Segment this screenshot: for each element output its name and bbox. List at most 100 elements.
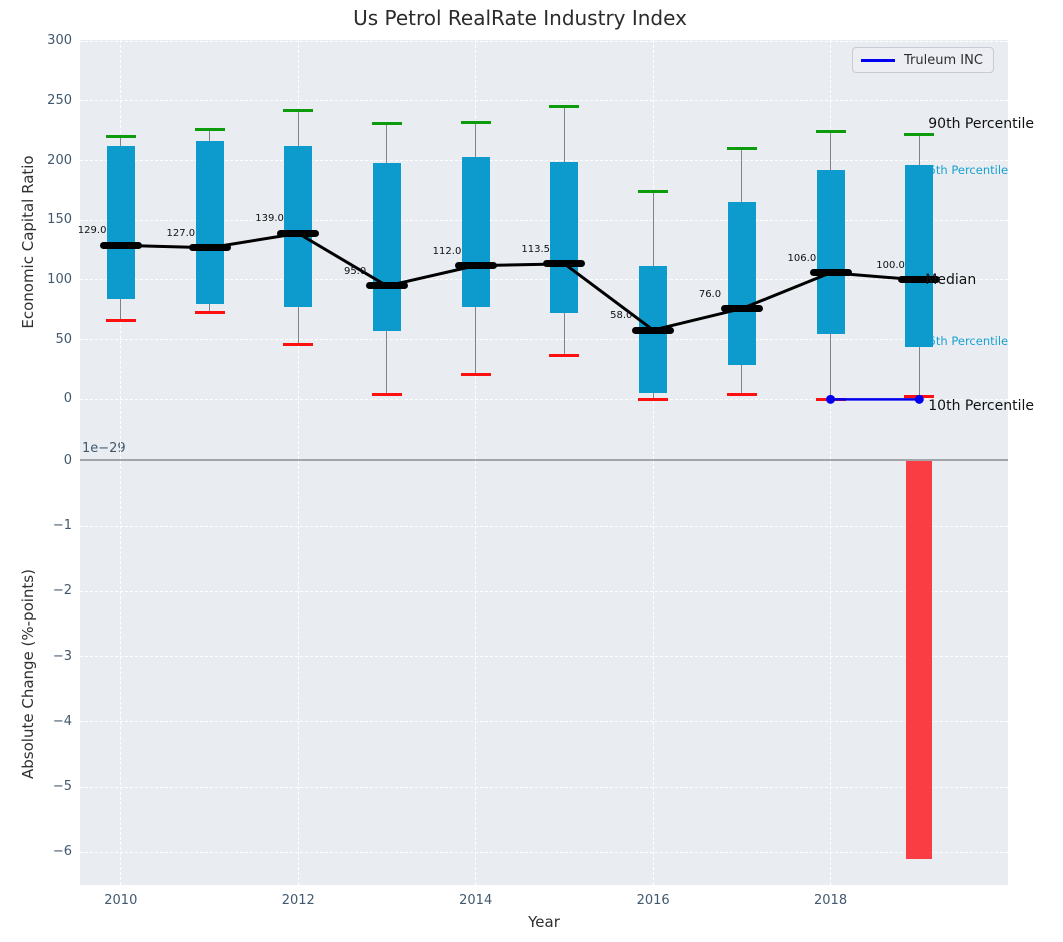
x-tick-label: 2010: [104, 893, 138, 908]
top-gridline-horizontal: [80, 398, 1008, 400]
x-tick-label: 2016: [636, 893, 670, 908]
p10-cap: [638, 397, 669, 401]
iqr-box: [905, 165, 934, 347]
p90-cap: [549, 105, 580, 109]
top-y-tick-label: 200: [47, 152, 72, 168]
bottom-y-tick-label: −4: [52, 713, 72, 729]
top-gridline-horizontal: [80, 339, 1008, 341]
top-y-tick-label: 300: [47, 33, 72, 49]
legend-line-sample: [861, 58, 895, 62]
iqr-box: [461, 156, 490, 308]
median-value-label: 100.0: [876, 259, 905, 271]
x-axis-label: Year: [528, 913, 560, 931]
bottom-y-tick-label: −6: [52, 844, 72, 860]
median-value-label: 112.0: [432, 245, 462, 257]
median-value-label: 58.0: [610, 310, 633, 322]
median-marker: [720, 305, 763, 313]
p10-cap: [815, 397, 846, 401]
bottom-gridline-horizontal: [80, 721, 1008, 723]
percentile-annotation-10th: 10th Percentile: [928, 398, 1034, 415]
top-y-tick-label: 50: [55, 331, 72, 347]
percentile-annotation-25th: 25th Percentile: [921, 333, 1009, 348]
bottom-axes-area: [80, 460, 1008, 885]
p10-cap: [194, 310, 225, 314]
percentile-annotation-75th: 75th Percentile: [921, 163, 1009, 178]
iqr-box: [816, 170, 845, 334]
p90-cap: [638, 190, 669, 194]
x-tick-label: 2012: [281, 893, 315, 908]
x-tick-label: 2014: [459, 893, 493, 908]
bottom-y-tick-label: −2: [52, 583, 72, 599]
bottom-gridline-vertical: [830, 461, 832, 885]
top-y-tick-label: 250: [47, 92, 72, 108]
median-marker: [632, 326, 675, 334]
top-y-tick-label: 0: [63, 391, 72, 407]
p90-cap: [371, 122, 402, 126]
median-value-label: 127.0: [166, 227, 196, 239]
p90-cap: [904, 132, 935, 136]
iqr-box: [195, 141, 224, 304]
top-gridline-horizontal: [80, 100, 1008, 102]
top-gridline-horizontal: [80, 160, 1008, 162]
median-marker: [188, 244, 231, 252]
bottom-gridline-vertical: [297, 461, 299, 885]
p10-cap: [371, 393, 402, 397]
median-marker: [543, 260, 586, 268]
iqr-box: [284, 146, 313, 308]
bottom-gridline-horizontal: [80, 590, 1008, 592]
p10-cap: [549, 353, 580, 357]
bottom-gridline-horizontal: [80, 851, 1008, 853]
median-marker: [365, 282, 408, 290]
p90-cap: [726, 147, 757, 151]
p90-cap: [460, 120, 491, 124]
bottom-y-axis-label: Absolute Change (%-points): [19, 569, 37, 779]
median-marker: [454, 262, 497, 270]
axis-scale-offset-text: 1e−29: [82, 441, 126, 456]
iqr-box: [727, 202, 756, 365]
bottom-y-tick-label: −3: [52, 648, 72, 664]
bottom-gridline-horizontal: [80, 786, 1008, 788]
p10-cap: [283, 342, 314, 346]
iqr-box: [550, 161, 579, 314]
median-marker: [277, 229, 320, 237]
top-y-axis-label: Economic Capital Ratio: [19, 155, 37, 329]
bottom-gridline-horizontal: [80, 656, 1008, 658]
top-y-tick-label: 100: [47, 271, 72, 287]
x-tick-label: 2018: [814, 893, 848, 908]
bottom-y-tick-label: −1: [52, 518, 72, 534]
p90-cap: [815, 130, 846, 134]
percentile-annotation-median: Median: [925, 271, 977, 288]
median-value-label: 129.0: [77, 225, 107, 237]
median-value-label: 76.0: [698, 288, 722, 300]
change-bar: [906, 461, 933, 859]
median-value-label: 139.0: [255, 213, 284, 225]
p10-cap: [105, 319, 136, 323]
median-value-label: 95.0: [343, 265, 367, 277]
top-y-tick-label: 150: [47, 212, 72, 228]
bottom-y-tick-label: 0: [63, 453, 72, 468]
bottom-y-tick-label: −5: [52, 779, 72, 795]
p90-cap: [194, 128, 225, 132]
p90-cap: [105, 135, 136, 139]
median-value-label: 106.0: [787, 252, 817, 264]
legend: Truleum INC: [852, 47, 994, 73]
median-marker: [898, 276, 941, 284]
zero-baseline: [80, 459, 1008, 461]
median-marker: [99, 241, 142, 249]
bottom-gridline-vertical: [475, 461, 477, 885]
top-gridline-horizontal: [80, 219, 1008, 221]
p10-cap: [460, 372, 491, 376]
bottom-gridline-vertical: [652, 461, 654, 885]
iqr-box: [372, 162, 401, 332]
top-gridline-horizontal: [80, 40, 1008, 42]
p10-cap: [726, 393, 757, 397]
bottom-gridline-vertical: [120, 461, 122, 885]
legend-label: Truleum INC: [904, 52, 983, 68]
iqr-box: [106, 146, 135, 300]
chart-title: Us Petrol RealRate Industry Index: [353, 6, 687, 30]
median-marker: [809, 269, 852, 277]
percentile-annotation-90th: 90th Percentile: [928, 116, 1034, 133]
bottom-gridline-horizontal: [80, 525, 1008, 527]
p90-cap: [283, 108, 314, 112]
